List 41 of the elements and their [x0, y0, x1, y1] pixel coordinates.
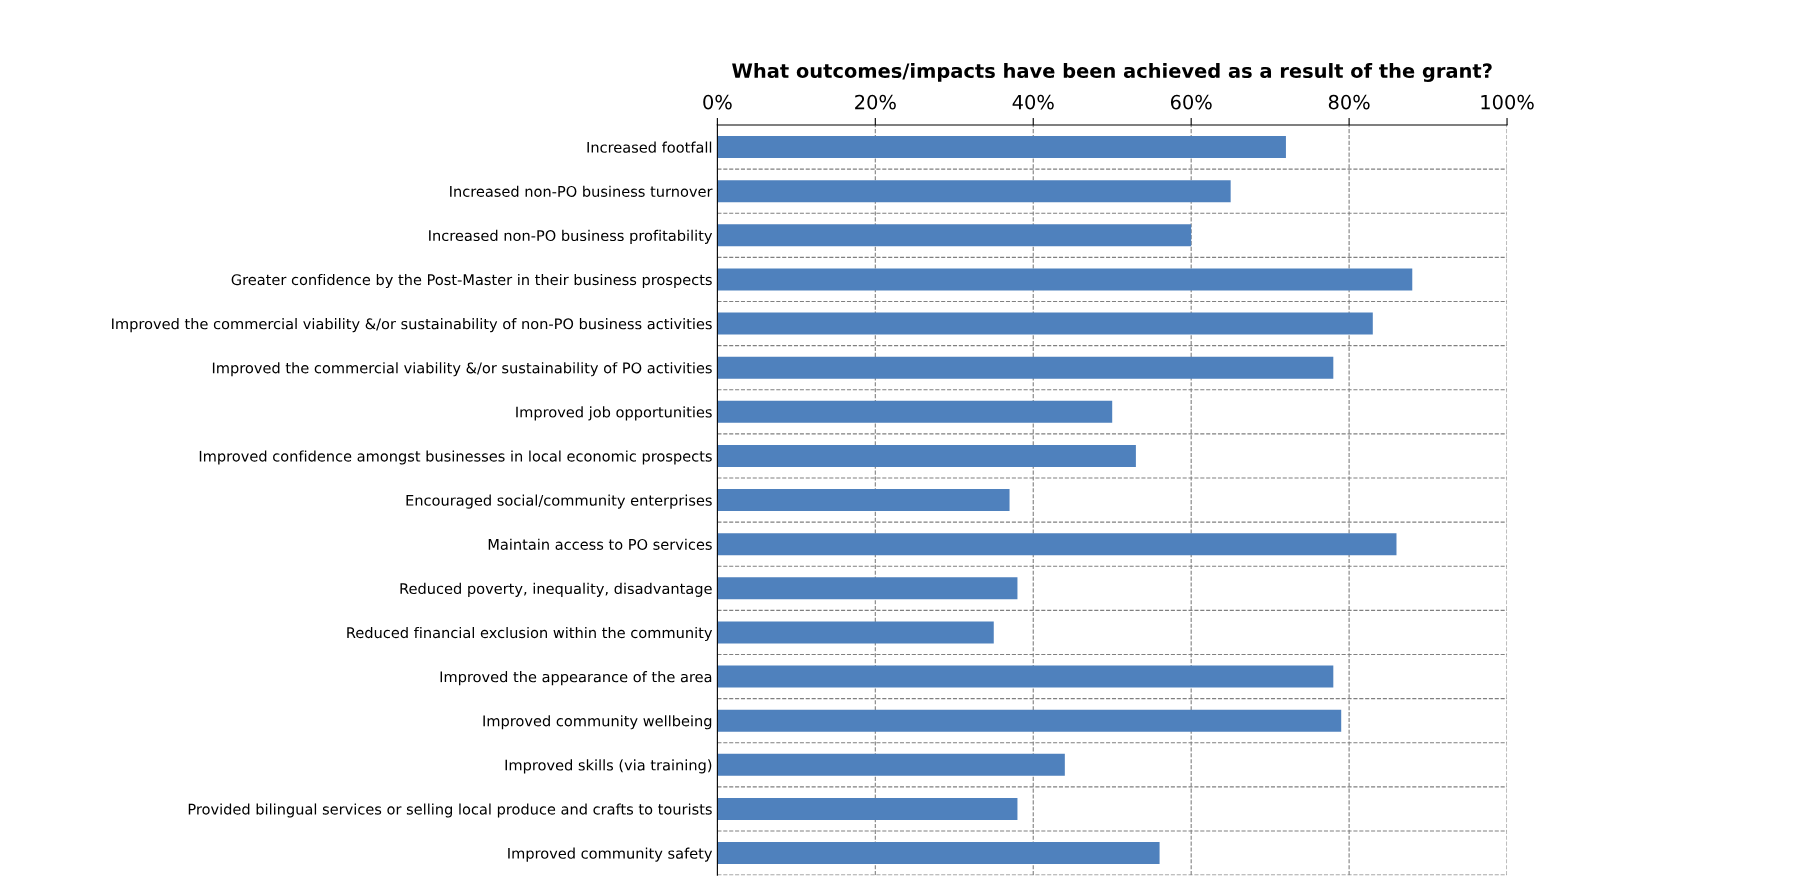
bar: [717, 797, 1018, 820]
y-tick-label: Improved skills (via training): [505, 759, 712, 774]
y-tick-label: Reduced poverty, inequality, disadvantage: [400, 582, 712, 597]
y-tick-label: Improved the commercial viability &/or sustainability of PO activities: [212, 362, 712, 377]
bar: [717, 533, 1397, 556]
y-tick-label: Improved the appearance of the area: [440, 671, 712, 686]
y-tick-label: Provided bilingual services or selling local produce and crafts to tourists: [188, 803, 712, 818]
bar: [717, 489, 1010, 512]
y-tick-label: Increased non-PO business turnover: [450, 185, 713, 197]
bar: [717, 356, 1334, 379]
bar: [717, 400, 1113, 423]
bar: [717, 709, 1342, 732]
bar: [717, 268, 1413, 291]
y-tick-label: Reduced financial exclusion within the community: [347, 626, 713, 642]
bar: [717, 312, 1373, 335]
bar: [717, 136, 1286, 159]
y-tick-label: Greater confidence by the Post-Master in their business prospects: [231, 273, 712, 289]
y-tick-label: Improved job opportunities: [516, 406, 712, 421]
x-tick-label: 80%: [1328, 94, 1370, 110]
bar: [717, 444, 1136, 467]
bar: [717, 753, 1065, 776]
bar: [717, 577, 1018, 600]
x-tick-label: 20%: [855, 94, 896, 110]
y-tick-label: Improved community safety: [508, 847, 713, 862]
y-tick-label: Improved community wellbeing: [483, 715, 712, 730]
x-tick-label: 0%: [703, 94, 732, 110]
y-tick-label: Improved confidence amongst businesses in local economic prospects: [199, 450, 712, 465]
bar: [717, 665, 1334, 688]
bar: [717, 842, 1160, 865]
y-tick-label: Improved the commercial viability &/or sustainability of non-PO business activities: [112, 318, 712, 333]
bar: [717, 180, 1231, 203]
y-tick-label: Increased non-PO business profitability: [429, 229, 713, 244]
x-tick-label: 100%: [1481, 94, 1534, 110]
chart-title: What outcomes/impacts have been achieved as a result of the grant?: [732, 63, 1492, 82]
y-tick-label: Maintain access to PO services: [488, 538, 712, 550]
y-tick-label: Encouraged social/community enterprises: [406, 494, 712, 509]
y-tick-label: Increased footfall: [587, 141, 712, 153]
x-tick-label: 60%: [1170, 94, 1212, 110]
bar: [717, 621, 994, 644]
x-tick-label: 40%: [1012, 94, 1054, 110]
bar: [717, 224, 1192, 247]
